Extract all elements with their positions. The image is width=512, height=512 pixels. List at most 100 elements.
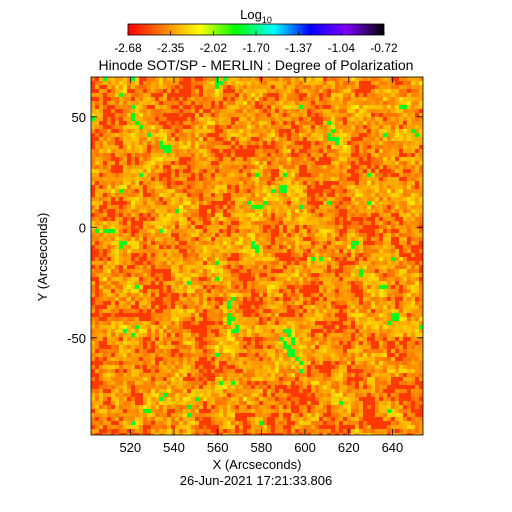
heat-cell	[99, 77, 103, 81]
heat-cell	[295, 85, 299, 89]
heat-cell	[343, 329, 347, 333]
heat-cell	[291, 297, 295, 301]
heat-cell	[363, 185, 367, 189]
heat-cell	[235, 305, 239, 309]
heat-cell	[419, 209, 423, 213]
heat-cell	[215, 273, 219, 277]
heat-cell	[367, 189, 371, 193]
heat-cell	[199, 309, 203, 313]
heat-cell	[123, 329, 127, 333]
heat-cell	[291, 241, 295, 245]
heat-cell	[283, 161, 287, 165]
heat-cell	[307, 241, 311, 245]
heat-cell	[195, 185, 199, 189]
heat-cell	[383, 137, 387, 141]
heat-cell	[275, 189, 279, 193]
heat-cell	[375, 217, 379, 221]
heat-cell	[231, 113, 235, 117]
heat-cell	[259, 209, 263, 213]
heat-cell	[403, 329, 407, 333]
heat-cell	[263, 277, 267, 281]
heat-cell	[407, 93, 411, 97]
heat-cell	[243, 197, 247, 201]
heat-cell	[179, 185, 183, 189]
heat-cell	[343, 113, 347, 117]
heat-cell	[295, 365, 299, 369]
heat-cell	[235, 297, 239, 301]
heat-cell	[287, 177, 291, 181]
heat-cell	[299, 229, 303, 233]
heat-cell	[347, 93, 351, 97]
heat-cell	[247, 325, 251, 329]
heat-cell	[251, 241, 255, 245]
heat-cell	[271, 285, 275, 289]
heat-cell	[259, 309, 263, 313]
heat-cell	[99, 337, 103, 341]
heat-cell	[327, 281, 331, 285]
heat-cell	[279, 197, 283, 201]
heat-cell	[159, 345, 163, 349]
heat-cell	[319, 361, 323, 365]
heat-cell	[319, 265, 323, 269]
heat-cell	[399, 345, 403, 349]
heat-cell	[355, 201, 359, 205]
heat-cell	[287, 237, 291, 241]
heat-cell	[131, 201, 135, 205]
heat-cell	[287, 125, 291, 129]
heat-cell	[259, 325, 263, 329]
heat-cell	[155, 341, 159, 345]
heat-cell	[375, 137, 379, 141]
heat-cell	[135, 353, 139, 357]
heat-cell	[379, 321, 383, 325]
heat-cell	[343, 269, 347, 273]
heat-cell	[419, 197, 423, 201]
heat-cell	[379, 173, 383, 177]
heat-cell	[299, 245, 303, 249]
heat-cell	[223, 293, 227, 297]
heat-cell	[251, 97, 255, 101]
heat-cell	[143, 161, 147, 165]
heat-cell	[207, 189, 211, 193]
heat-cell	[187, 337, 191, 341]
heat-cell	[395, 113, 399, 117]
heat-cell	[235, 249, 239, 253]
heat-cell	[203, 301, 207, 305]
heat-cell	[147, 301, 151, 305]
heat-cell	[331, 225, 335, 229]
heat-cell	[391, 185, 395, 189]
heat-cell	[271, 165, 275, 169]
heat-cell	[223, 337, 227, 341]
heat-cell	[187, 229, 191, 233]
heat-cell	[259, 213, 263, 217]
heat-cell	[155, 193, 159, 197]
heat-cell	[283, 109, 287, 113]
heat-cell	[295, 157, 299, 161]
heat-cell	[215, 77, 219, 81]
heat-cell	[279, 137, 283, 141]
heat-cell	[359, 113, 363, 117]
heat-cell	[319, 261, 323, 265]
heat-cell	[311, 93, 315, 97]
heat-cell	[155, 221, 159, 225]
heat-cell	[175, 249, 179, 253]
heat-cell	[411, 197, 415, 201]
heat-cell	[311, 253, 315, 257]
heat-cell	[411, 301, 415, 305]
heat-cell	[399, 117, 403, 121]
heat-cell	[351, 149, 355, 153]
heat-cell	[155, 249, 159, 253]
heat-cell	[215, 281, 219, 285]
heat-cell	[239, 245, 243, 249]
heat-cell	[311, 221, 315, 225]
heat-cell	[331, 173, 335, 177]
heat-cell	[107, 189, 111, 193]
heat-cell	[391, 153, 395, 157]
heat-cell	[139, 329, 143, 333]
heat-cell	[307, 105, 311, 109]
heat-cell	[255, 289, 259, 293]
heat-cell	[331, 197, 335, 201]
heat-cell	[287, 145, 291, 149]
heat-cell	[163, 85, 167, 89]
heat-cell	[267, 341, 271, 345]
heat-cell	[331, 149, 335, 153]
